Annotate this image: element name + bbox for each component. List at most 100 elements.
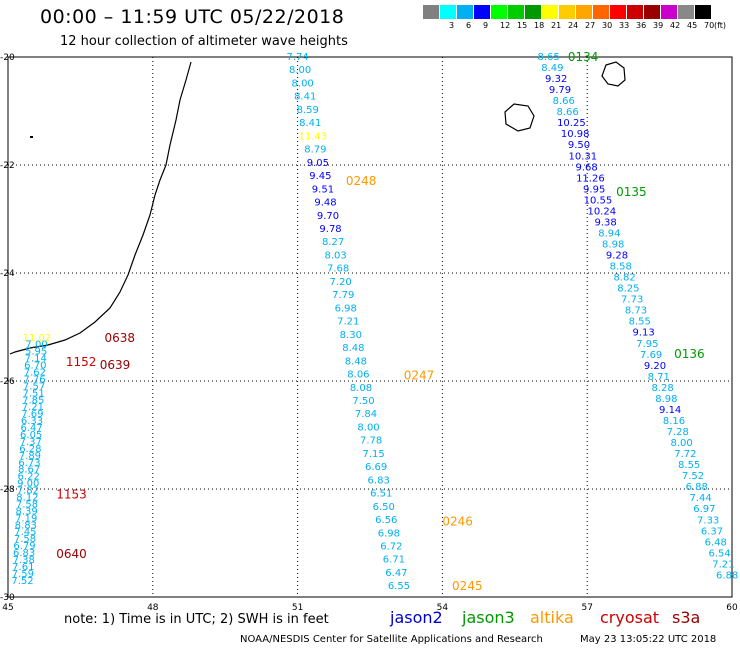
chart-subtitle: 12 hour collection of altimeter wave hei…: [60, 34, 348, 49]
wave-height-label: 7.79: [332, 290, 354, 301]
track-time-label: 0639: [100, 358, 131, 372]
wave-height-label: 6.50: [373, 502, 395, 513]
wave-height-label: 7.73: [621, 295, 643, 306]
wave-height-label: 8.82: [613, 273, 635, 284]
wave-height-label: 7.52: [11, 576, 33, 587]
wave-height-label: 7.21: [22, 402, 44, 413]
color-swatch: 30: [593, 5, 612, 30]
wave-height-label: 6.54: [708, 548, 730, 559]
wave-height-label: 7.15: [362, 449, 384, 460]
plot-frame: [7, 56, 733, 598]
wave-height-label: 6.47: [20, 423, 42, 434]
wave-height-label: 8.71: [648, 372, 670, 383]
wave-height-label: 6.83: [368, 475, 390, 486]
wave-height-label: 7.78: [360, 436, 382, 447]
wave-height-label: 6.88: [686, 482, 708, 493]
color-swatch-label: 21: [551, 21, 562, 30]
color-swatch-label: 30: [602, 21, 613, 30]
chart-title: 00:00 – 11:59 UTC 05/22/2018: [40, 6, 345, 28]
wave-height-label: 7.69: [640, 350, 662, 361]
y-tick-label: -30: [0, 593, 15, 603]
color-swatch: 42: [661, 5, 680, 30]
color-swatch: [423, 5, 440, 19]
track-time-label: 0136: [674, 347, 705, 361]
wave-height-label: 7.37: [20, 437, 42, 448]
wave-height-label: 6.47: [385, 568, 407, 579]
x-tick-label: 60: [726, 603, 738, 613]
wave-height-label: 7.20: [330, 277, 352, 288]
track-time-label: 0247: [404, 369, 435, 383]
color-swatch-label: 15: [517, 21, 528, 30]
wave-height-label: 7.57: [23, 381, 45, 392]
color-swatch-label: 9: [483, 21, 489, 30]
track-time-label: 0246: [442, 514, 473, 528]
color-swatch-label: 6: [466, 21, 472, 30]
color-swatch: 33: [610, 5, 629, 30]
wave-height-label: 7.76: [23, 374, 45, 385]
wave-height-label: 8.06: [347, 370, 369, 381]
wave-height-label: 7.58: [16, 499, 38, 510]
wave-height-label: 9.20: [644, 361, 666, 372]
wave-height-label: 8.66: [556, 107, 578, 118]
credit-date: May 23 13:05:22 UTC 2018: [580, 634, 717, 645]
wave-height-label: 8.00: [289, 65, 311, 76]
color-swatch-label: 36: [636, 21, 647, 30]
color-swatch: 45: [678, 5, 697, 30]
satellite-legend-item: altika: [530, 608, 574, 627]
wave-height-label: 9.68: [575, 162, 597, 173]
wave-height-label: 8.66: [553, 96, 575, 107]
wave-height-label: 6.56: [375, 515, 397, 526]
satellite-legend-item: jason2: [390, 608, 443, 627]
wave-height-label: 8.65: [537, 52, 559, 63]
color-swatch-label: 18: [534, 21, 545, 30]
wave-height-label: 9.95: [583, 184, 605, 195]
wave-height-label: 7.21: [712, 559, 734, 570]
wave-height-label: 8.94: [598, 228, 620, 239]
wave-height-label: 11.02: [23, 333, 52, 344]
wave-height-label: 7.28: [667, 427, 689, 438]
wave-height-label: 7.89: [19, 451, 41, 462]
wave-height-label: 8.00: [292, 78, 314, 89]
wave-height-label: 7.72: [674, 449, 696, 460]
wave-height-label: 8.55: [678, 460, 700, 471]
reunion-coastline: [504, 103, 535, 132]
wave-height-label: 7.82: [17, 486, 39, 497]
track-time-label: 1153: [56, 487, 87, 501]
wave-height-label: 7.85: [22, 395, 44, 406]
wave-height-label: 6.51: [370, 489, 392, 500]
wave-height-label: 9.14: [659, 405, 681, 416]
wave-height-label: 9.48: [314, 198, 336, 209]
wave-height-label: 7.52: [682, 471, 704, 482]
wave-height-label: 8.79: [304, 145, 326, 156]
wave-height-label: 6.05: [20, 430, 42, 441]
color-swatch: 3: [440, 5, 457, 30]
wave-height-label: 6.97: [693, 504, 715, 515]
wave-height-label: 7.69: [21, 409, 43, 420]
wave-height-label: 8.55: [629, 317, 651, 328]
wave-height-label: 8.67: [18, 465, 40, 476]
wave-height-label: 8.98: [602, 240, 624, 251]
color-swatch-label: 33: [619, 21, 630, 30]
color-scale-legend: 3 6 9 12 15 18 21 24 27 30 33 36 39 42 45 70: [423, 5, 714, 30]
wave-height-label: 7.59: [12, 569, 34, 580]
wave-height-label: 7.58: [14, 534, 36, 545]
wave-height-label: 6.71: [383, 555, 405, 566]
wave-height-label: 6.37: [701, 526, 723, 537]
y-tick-label: -26: [0, 377, 15, 387]
track-time-label: 0248: [346, 174, 377, 188]
wave-height-label: 6.79: [13, 541, 35, 552]
y-tick-label: -22: [0, 161, 15, 171]
color-swatch: 15: [508, 5, 527, 30]
y-tick-label: -24: [0, 269, 15, 279]
wave-height-label: 9.50: [568, 140, 590, 151]
wave-height-label: 6.72: [380, 542, 402, 553]
madagascar-coastline: [9, 61, 192, 355]
wave-height-label: 8.58: [610, 262, 632, 273]
wave-height-label: 8.16: [663, 416, 685, 427]
wave-height-label: 10.24: [587, 206, 616, 217]
wave-height-label: 8.27: [322, 237, 344, 248]
wave-height-label: 8.41: [294, 92, 316, 103]
wave-height-label: 7.45: [14, 527, 36, 538]
wave-height-label: 7.61: [12, 562, 34, 573]
